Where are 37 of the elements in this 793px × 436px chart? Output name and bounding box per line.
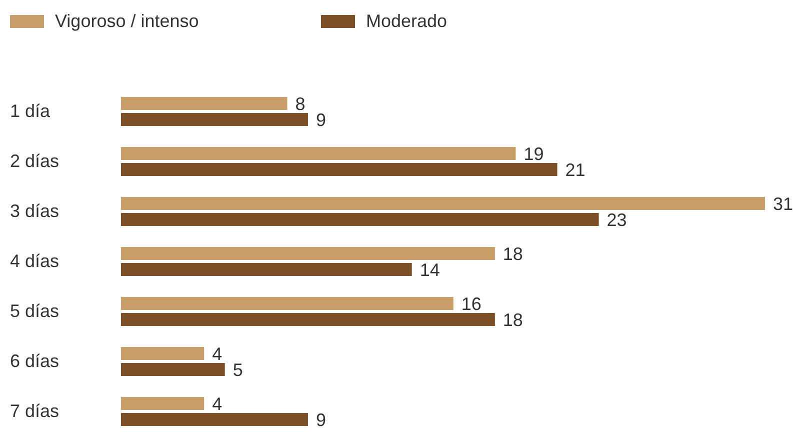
data-label: 9 <box>316 410 326 430</box>
data-label: 9 <box>316 110 326 130</box>
bar <box>121 197 765 210</box>
bar <box>121 347 204 360</box>
data-label: 5 <box>232 360 243 380</box>
data-label: 31 <box>773 194 793 214</box>
data-label: 4 <box>212 344 222 364</box>
y-tick-label: 5 días <box>10 301 60 321</box>
bar <box>121 163 558 176</box>
bar <box>121 113 308 126</box>
bar <box>121 413 308 426</box>
data-label: 23 <box>606 210 627 230</box>
bar <box>121 213 599 226</box>
data-label: 4 <box>212 394 222 414</box>
y-tick-label: 3 días <box>10 201 60 221</box>
data-label: 14 <box>420 260 440 280</box>
data-label: 16 <box>461 294 482 314</box>
y-tick-label: 6 días <box>10 351 60 371</box>
legend-label: Vigoroso / intenso <box>55 10 199 32</box>
bar <box>121 263 412 276</box>
data-label: 19 <box>524 144 544 164</box>
y-tick-label: 1 día <box>10 101 52 121</box>
data-label: 21 <box>565 160 586 180</box>
bar <box>121 97 288 110</box>
bar <box>121 313 495 326</box>
y-tick-label: 2 días <box>10 151 60 171</box>
data-label: 18 <box>502 310 523 330</box>
data-label: 8 <box>295 94 306 114</box>
bar <box>121 363 225 376</box>
y-tick-label: 7 días <box>10 401 60 421</box>
bar <box>121 147 516 160</box>
legend-label: Moderado <box>366 10 448 32</box>
data-label: 18 <box>502 244 523 264</box>
y-tick-label: 4 días <box>10 251 60 271</box>
bar <box>121 247 495 260</box>
bar <box>121 297 454 310</box>
bar <box>121 397 204 410</box>
